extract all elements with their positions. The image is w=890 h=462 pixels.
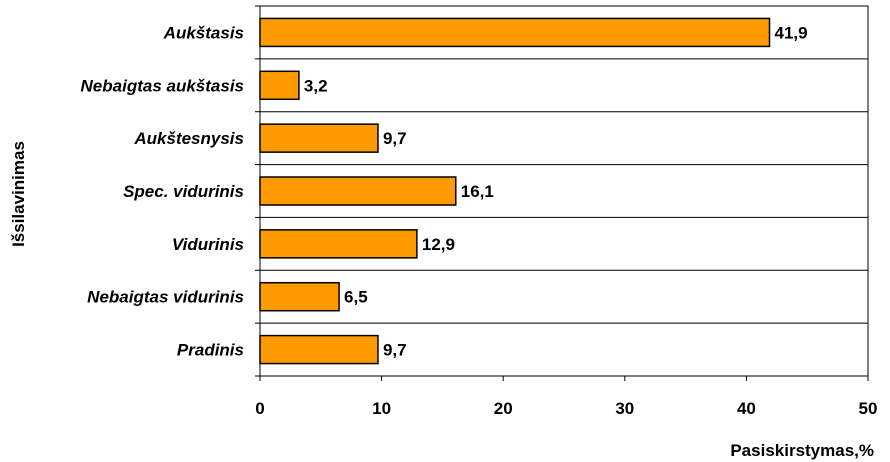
value-labels: 41,9 3,2 9,7 16,1 12,9 6,5 9,7 xyxy=(304,23,808,359)
data-label: 41,9 xyxy=(775,23,808,42)
data-label: 16,1 xyxy=(461,182,494,201)
bar xyxy=(259,70,300,101)
bar xyxy=(259,229,418,259)
data-label: 6,5 xyxy=(344,288,368,307)
y-axis-label: Išsilavinimas xyxy=(9,141,28,247)
x-tick-label: 20 xyxy=(494,399,513,418)
bar xyxy=(259,281,340,312)
bar xyxy=(259,123,379,153)
data-label: 12,9 xyxy=(422,235,455,254)
data-label: 9,7 xyxy=(383,341,407,360)
category-label: Pradinis xyxy=(177,341,244,360)
category-label: Nebaigtas aukštasis xyxy=(81,76,244,95)
category-labels: Aukštasis Nebaigtas aukštasis Aukštesnysis… xyxy=(81,23,244,359)
category-label: Nebaigtas vidurinis xyxy=(87,288,244,307)
x-tick-label: 30 xyxy=(615,399,634,418)
x-tick-label: 10 xyxy=(372,399,391,418)
category-label: Aukštasis xyxy=(163,23,244,42)
data-label: 3,2 xyxy=(304,76,328,95)
x-tick-label: 50 xyxy=(859,399,878,418)
bar xyxy=(259,17,771,48)
category-label: Aukštesnysis xyxy=(133,129,244,148)
x-tick-label: 0 xyxy=(255,399,264,418)
gridlines xyxy=(260,58,868,324)
bar xyxy=(259,176,457,206)
data-label: 9,7 xyxy=(383,129,407,148)
x-axis-label: Pasiskirstymas,% xyxy=(730,441,874,460)
x-tick-label: 40 xyxy=(737,399,756,418)
bar xyxy=(259,334,379,365)
category-label: Vidurinis xyxy=(172,235,244,254)
bars-group xyxy=(259,17,771,365)
x-axis-ticks: 0 10 20 30 40 50 xyxy=(255,376,877,418)
category-label: Spec. vidurinis xyxy=(123,182,244,201)
